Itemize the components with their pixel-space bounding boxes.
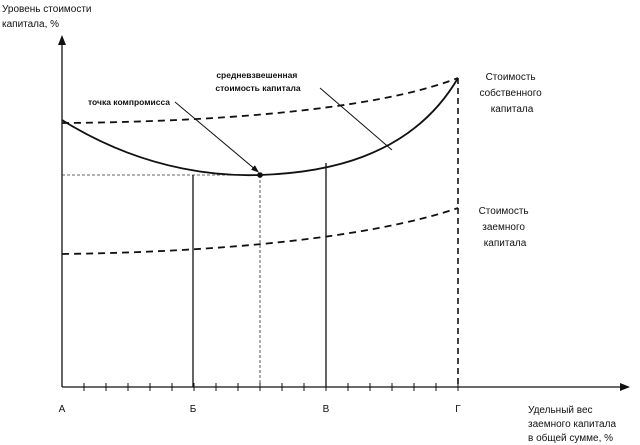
x-point-a: А [59,404,66,415]
x-point-g: Г [455,404,461,415]
y-axis-label: Уровень стоимости капитала, % [2,4,94,30]
debt-cost-label: Стоимость заемного капитала [479,206,532,249]
compromise-point [257,172,263,178]
debt-cost-curve [61,207,459,255]
x-point-b: Б [190,404,197,415]
x-axis-label: Удельный вес заемного капитала в общей с… [528,405,619,444]
x-point-v: В [323,404,330,415]
compromise-leader [174,101,260,173]
wacc-leader [319,87,393,151]
compromise-label: точка компромисса [88,97,170,107]
equity-cost-curve [61,77,459,124]
wacc-label: средневзвешенная стоимость капитала [215,70,301,93]
equity-cost-label: Стоимость собственного капитала [479,72,544,115]
